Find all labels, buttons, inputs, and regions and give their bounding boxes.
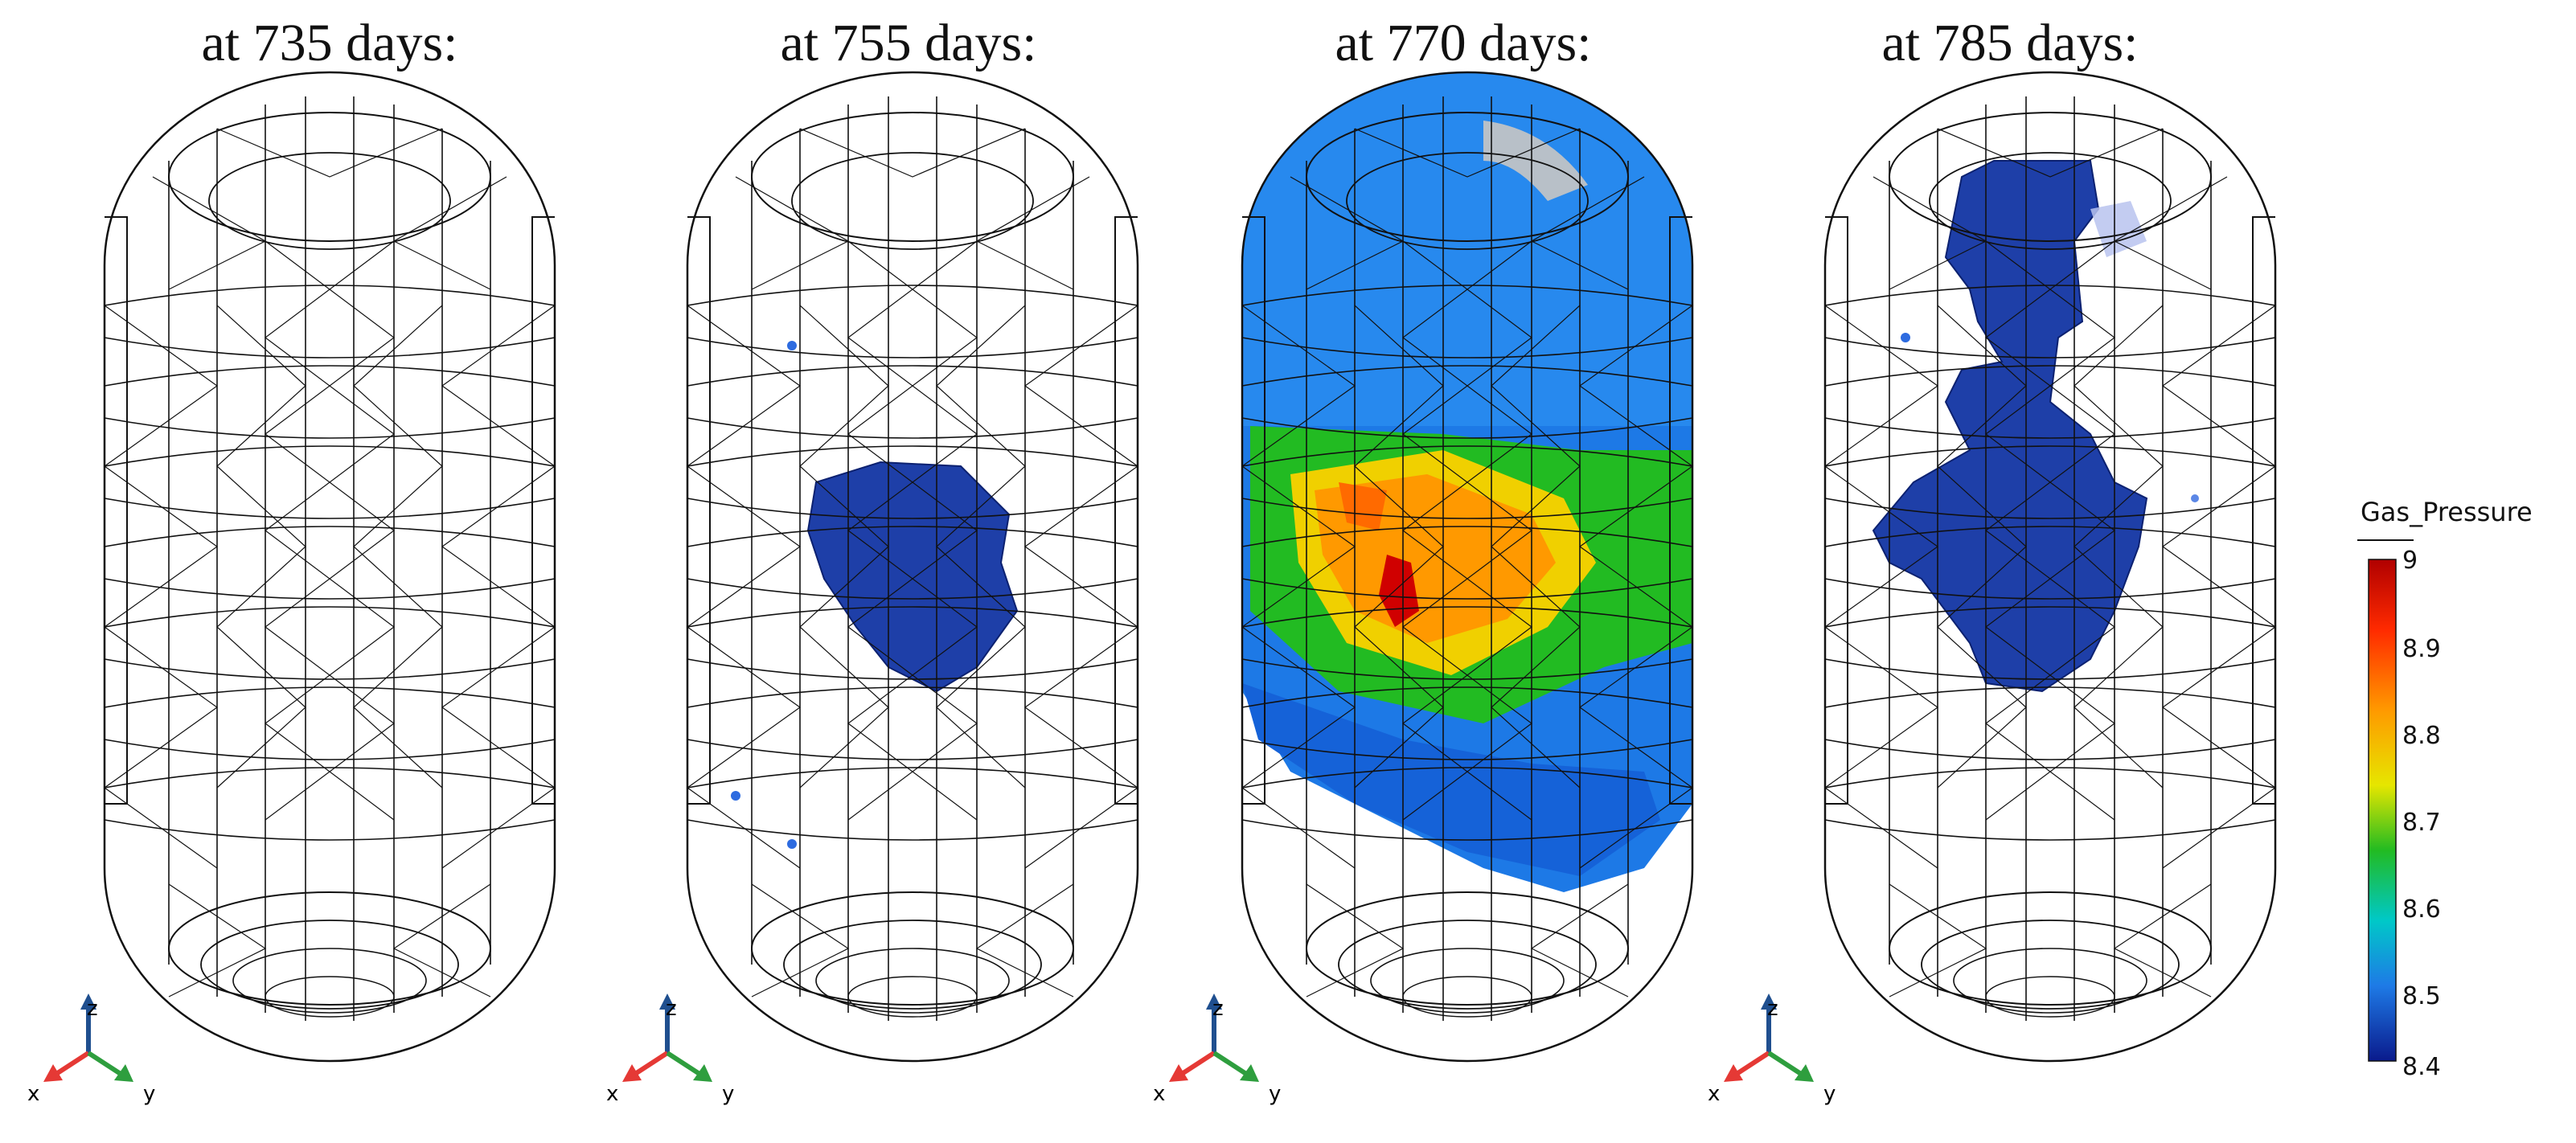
axis-label-y-2: y <box>722 1082 735 1106</box>
axis-label-y-4: y <box>1823 1082 1836 1106</box>
panel-title-755: at 755 days: <box>780 14 1037 72</box>
panel-735-mesh <box>103 71 556 1063</box>
axis-label-x-2: x <box>606 1082 619 1106</box>
colorbar-title: Gas_Pressure <box>2361 497 2533 527</box>
panel-title-770: at 770 days: <box>1335 14 1592 72</box>
colorbar <box>2368 559 2397 1062</box>
axis-label-z-2: z <box>666 997 677 1021</box>
colorbar-tick-8-9: 8.9 <box>2402 635 2441 663</box>
colorbar-tick-8-8: 8.8 <box>2402 722 2441 750</box>
axis-label-x-4: x <box>1708 1082 1721 1106</box>
panel-title-785: at 785 days: <box>1881 14 2139 72</box>
axis-label-x-3: x <box>1153 1082 1166 1106</box>
axis-label-x-1: x <box>27 1082 40 1106</box>
axis-label-y-3: y <box>1269 1082 1282 1106</box>
colorbar-tick-8-6: 8.6 <box>2402 895 2441 924</box>
panel-770-mesh <box>1241 71 1694 1063</box>
axis-label-y-1: y <box>143 1082 156 1106</box>
colorbar-tick-8-7: 8.7 <box>2402 809 2441 837</box>
panel-755-mesh <box>686 71 1139 1063</box>
axis-label-z-1: z <box>87 997 98 1021</box>
panel-785-mesh <box>1823 71 2277 1063</box>
colorbar-tick-8-5: 8.5 <box>2402 982 2441 1010</box>
axis-label-z-4: z <box>1767 997 1778 1021</box>
panel-title-735: at 735 days: <box>201 14 458 72</box>
colorbar-tick-8-4: 8.4 <box>2402 1053 2441 1081</box>
axis-label-z-3: z <box>1212 997 1224 1021</box>
colorbar-tick-9: 9 <box>2402 547 2418 575</box>
